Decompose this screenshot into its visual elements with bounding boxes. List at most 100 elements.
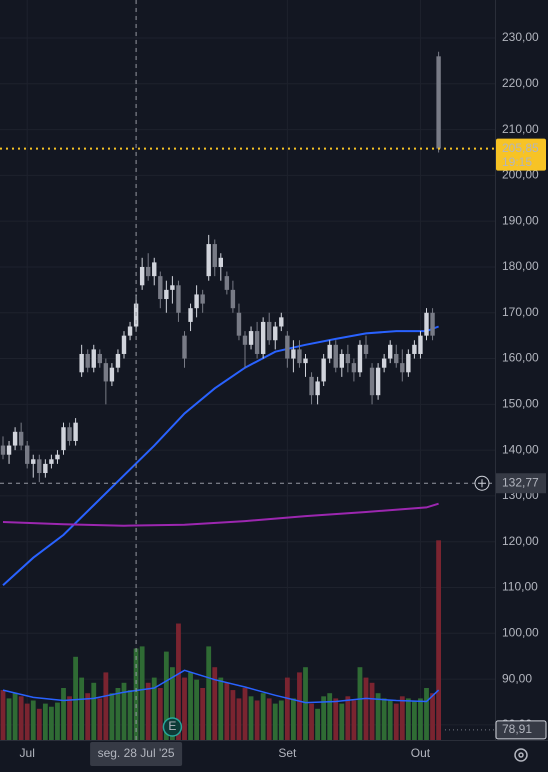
volume-bar <box>357 667 363 740</box>
volume-bar <box>412 700 417 740</box>
low-marker-label: 78,91 <box>502 722 532 736</box>
volume-bar <box>327 693 333 740</box>
y-tick-label: 120,00 <box>502 534 539 548</box>
candle-body <box>273 326 278 341</box>
candle-body <box>303 358 308 364</box>
volume-bar <box>6 698 12 740</box>
volume-bar <box>24 703 30 740</box>
candle-body <box>37 459 42 474</box>
candle-body <box>73 422 78 441</box>
candle-body <box>242 335 248 345</box>
add-alert-plus[interactable] <box>478 479 486 488</box>
volume-bar <box>151 677 157 740</box>
candle-body <box>146 266 151 277</box>
volume-bar <box>145 682 151 740</box>
candle-body <box>254 331 260 354</box>
volume-bar <box>309 703 314 740</box>
volume-bar <box>224 682 230 740</box>
volume-bar <box>79 677 85 740</box>
crosshair-label-bg <box>496 473 546 494</box>
volume-bar <box>418 698 423 740</box>
earnings-marker[interactable] <box>162 717 183 737</box>
candle-body <box>224 276 230 290</box>
candle-body <box>327 344 332 359</box>
candle-body <box>127 326 133 336</box>
volume-bar <box>284 677 290 740</box>
volume-bar <box>230 690 236 740</box>
candle-body <box>400 363 405 373</box>
volume-bar <box>109 693 115 740</box>
volume-bar <box>351 700 357 740</box>
candle-body <box>49 459 54 464</box>
volume-bar <box>387 700 393 740</box>
volume-bar <box>182 677 187 740</box>
candle-body <box>279 317 284 327</box>
volume-bar <box>157 688 163 740</box>
candle-body <box>388 344 393 359</box>
volume-bar <box>363 677 369 740</box>
candle-body <box>67 427 72 441</box>
candle-body <box>182 335 187 359</box>
candle-body <box>394 353 399 364</box>
volume-bar <box>254 700 260 740</box>
candle-body <box>297 349 302 364</box>
volume-bar <box>194 679 199 740</box>
volume-bar <box>333 698 339 740</box>
candle-body <box>381 358 387 368</box>
volume-bar <box>345 696 351 740</box>
volume-bar <box>303 667 308 740</box>
crosshair-label: 132,77 <box>502 475 539 489</box>
volume-bar <box>236 698 242 740</box>
volume-ma-line <box>2 669 440 704</box>
y-tick-label: 100,00 <box>502 625 539 639</box>
volume-bar <box>49 706 54 740</box>
moving-average-line <box>2 325 439 586</box>
candle-body <box>321 358 326 382</box>
volume-bar <box>272 703 278 740</box>
candle-body <box>158 276 163 300</box>
gear[interactable] <box>514 748 528 762</box>
candle-body <box>109 367 115 382</box>
candle-body <box>55 454 60 460</box>
candle-body <box>121 335 127 354</box>
crosshair-x-label-bg <box>90 742 183 766</box>
gear-center[interactable] <box>518 752 524 758</box>
volume-bar <box>212 667 218 740</box>
candle-body <box>285 335 290 359</box>
y-tick-label: 230,00 <box>502 30 539 44</box>
candle-body <box>418 335 423 354</box>
volume-bar <box>121 682 127 740</box>
current-price-bg <box>496 138 546 171</box>
candle-body <box>61 427 66 451</box>
candle-body <box>97 353 102 364</box>
candle-body <box>357 344 363 373</box>
candle-body <box>164 289 169 300</box>
candle-body <box>103 363 109 382</box>
candle-body <box>212 244 217 267</box>
volume-bar <box>405 698 411 740</box>
candle-body <box>406 353 411 373</box>
volume-bar <box>55 702 60 740</box>
candle-body <box>291 349 296 359</box>
volume-bar <box>206 646 212 740</box>
candle-body <box>351 363 357 373</box>
y-tick-label: 110,00 <box>502 580 538 594</box>
volume-bar <box>176 623 181 740</box>
volume-bar <box>339 703 345 740</box>
volume-bar <box>133 648 139 740</box>
volume-bar <box>393 703 399 740</box>
candle-body <box>315 381 320 396</box>
candle-body <box>12 431 18 446</box>
candle-body <box>85 353 90 368</box>
candle-body <box>236 312 242 336</box>
candle-body <box>0 445 6 455</box>
settings-icon[interactable] <box>514 748 528 762</box>
volume-bar <box>218 677 224 740</box>
volume-bar <box>85 693 91 740</box>
low-marker-bg <box>495 720 547 740</box>
candle-body <box>436 56 441 149</box>
y-tick-label: 90,00 <box>502 671 532 685</box>
candle-body <box>206 244 211 277</box>
candle-body <box>424 312 429 336</box>
